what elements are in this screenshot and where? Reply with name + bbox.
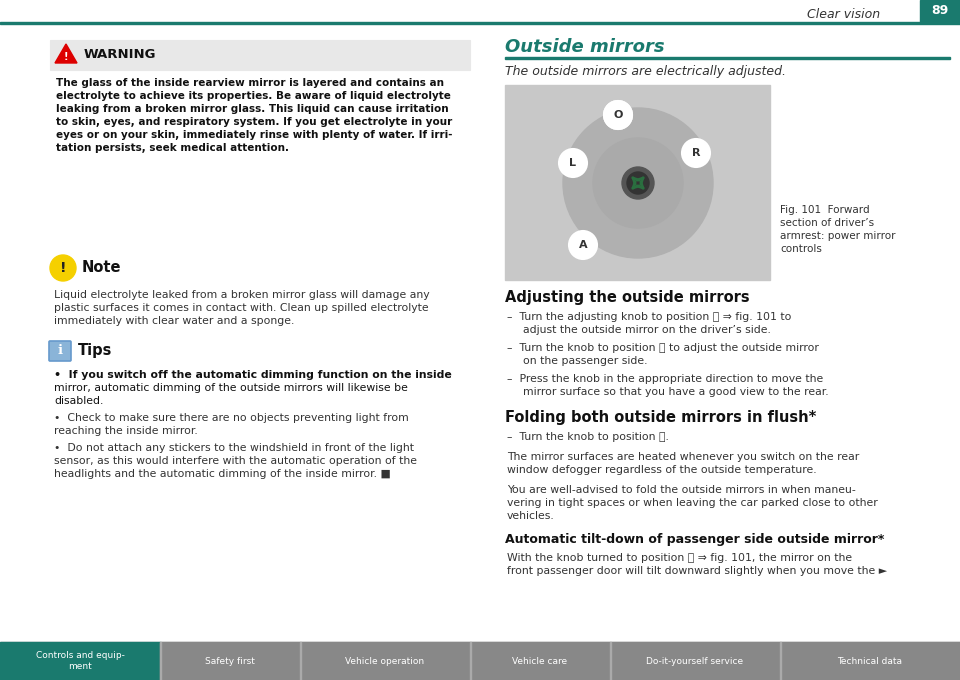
- Text: electrolyte to achieve its properties. Be aware of liquid electrolyte: electrolyte to achieve its properties. B…: [56, 91, 451, 101]
- Text: •  Do not attach any stickers to the windshield in front of the light: • Do not attach any stickers to the wind…: [54, 443, 414, 453]
- Text: WARNING: WARNING: [84, 48, 156, 61]
- Bar: [610, 642, 611, 680]
- Text: Outside mirrors: Outside mirrors: [505, 38, 664, 56]
- Text: Tips: Tips: [78, 343, 112, 358]
- Text: plastic surfaces it comes in contact with. Clean up spilled electrolyte: plastic surfaces it comes in contact wit…: [54, 303, 428, 313]
- Circle shape: [682, 139, 710, 167]
- Text: window defogger regardless of the outside temperature.: window defogger regardless of the outsid…: [507, 465, 817, 475]
- Text: •  If you switch off the automatic dimming function on the inside: • If you switch off the automatic dimmin…: [54, 370, 452, 380]
- Text: Fig. 101  Forward: Fig. 101 Forward: [780, 205, 870, 215]
- Text: leaking from a broken mirror glass. This liquid can cause irritation: leaking from a broken mirror glass. This…: [56, 104, 448, 114]
- Text: Safety first: Safety first: [205, 656, 255, 666]
- Text: Clear vision: Clear vision: [806, 7, 880, 20]
- Text: You are well-advised to fold the outside mirrors in when maneu-: You are well-advised to fold the outside…: [507, 485, 855, 495]
- Text: headlights and the automatic dimming of the inside mirror. ■: headlights and the automatic dimming of …: [54, 469, 391, 479]
- Bar: [300, 642, 470, 680]
- Text: With the knob turned to position Ⓡ ⇒ fig. 101, the mirror on the: With the knob turned to position Ⓡ ⇒ fig…: [507, 553, 852, 563]
- Text: –  Turn the knob to position Ⓡ to adjust the outside mirror: – Turn the knob to position Ⓡ to adjust …: [507, 343, 819, 353]
- Circle shape: [604, 101, 632, 129]
- Text: Automatic tilt-down of passenger side outside mirror*: Automatic tilt-down of passenger side ou…: [505, 533, 884, 546]
- Text: The glass of the inside rearview mirror is layered and contains an: The glass of the inside rearview mirror …: [56, 78, 444, 88]
- Text: Vehicle operation: Vehicle operation: [346, 656, 424, 666]
- Text: mirror surface so that you have a good view to the rear.: mirror surface so that you have a good v…: [523, 387, 828, 397]
- Text: mirror, automatic dimming of the outside mirrors will likewise be: mirror, automatic dimming of the outside…: [54, 383, 408, 393]
- Bar: [780, 642, 960, 680]
- Bar: [470, 642, 471, 680]
- FancyBboxPatch shape: [49, 341, 71, 361]
- Bar: [610, 642, 780, 680]
- Text: O: O: [613, 110, 623, 120]
- Bar: [160, 642, 161, 680]
- Text: immediately with clear water and a sponge.: immediately with clear water and a spong…: [54, 316, 295, 326]
- Text: Liquid electrolyte leaked from a broken mirror glass will damage any: Liquid electrolyte leaked from a broken …: [54, 290, 430, 300]
- Text: disabled.: disabled.: [54, 396, 104, 406]
- Bar: [300, 642, 301, 680]
- Circle shape: [559, 149, 587, 177]
- Text: vering in tight spaces or when leaving the car parked close to other: vering in tight spaces or when leaving t…: [507, 498, 877, 508]
- Text: armrest: power mirror: armrest: power mirror: [780, 231, 896, 241]
- Bar: [0, 642, 160, 680]
- Bar: [50, 40, 470, 230]
- Circle shape: [627, 172, 649, 194]
- Text: eyes or on your skin, immediately rinse with plenty of water. If irri-: eyes or on your skin, immediately rinse …: [56, 130, 452, 140]
- Bar: [505, 85, 770, 280]
- Text: •  Check to make sure there are no objects preventing light from: • Check to make sure there are no object…: [54, 413, 409, 423]
- Bar: [0, 22, 960, 24]
- Text: Folding both outside mirrors in flush*: Folding both outside mirrors in flush*: [505, 410, 816, 425]
- Text: tation persists, seek medical attention.: tation persists, seek medical attention.: [56, 143, 289, 153]
- Text: –  Turn the knob to position Ⓐ.: – Turn the knob to position Ⓐ.: [507, 432, 669, 442]
- Circle shape: [569, 231, 597, 259]
- Text: Technical data: Technical data: [837, 656, 902, 666]
- Circle shape: [622, 167, 654, 199]
- Text: controls: controls: [780, 244, 822, 254]
- Text: A: A: [579, 240, 588, 250]
- Text: Vehicle care: Vehicle care: [513, 656, 567, 666]
- Bar: [780, 642, 781, 680]
- Text: on the passenger side.: on the passenger side.: [523, 356, 647, 366]
- Bar: [50, 40, 470, 70]
- Text: L: L: [569, 158, 577, 168]
- Bar: [470, 642, 610, 680]
- Text: reaching the inside mirror.: reaching the inside mirror.: [54, 426, 198, 436]
- Text: –  Turn the adjusting knob to position Ⓛ ⇒ fig. 101 to: – Turn the adjusting knob to position Ⓛ …: [507, 312, 791, 322]
- Text: i: i: [58, 345, 62, 358]
- Text: front passenger door will tilt downward slightly when you move the ►: front passenger door will tilt downward …: [507, 566, 887, 576]
- Bar: [505, 57, 950, 58]
- Circle shape: [50, 255, 76, 281]
- Text: Note: Note: [82, 260, 122, 275]
- Text: The mirror surfaces are heated whenever you switch on the rear: The mirror surfaces are heated whenever …: [507, 452, 859, 462]
- Text: Controls and equip-
ment: Controls and equip- ment: [36, 651, 125, 670]
- Bar: [920, 0, 960, 22]
- Circle shape: [593, 138, 683, 228]
- Text: vehicles.: vehicles.: [507, 511, 555, 521]
- Text: section of driver’s: section of driver’s: [780, 218, 875, 228]
- Circle shape: [563, 108, 713, 258]
- Text: !: !: [60, 261, 66, 275]
- Text: The outside mirrors are electrically adjusted.: The outside mirrors are electrically adj…: [505, 65, 786, 78]
- Text: R: R: [692, 148, 700, 158]
- Text: sensor, as this would interfere with the automatic operation of the: sensor, as this would interfere with the…: [54, 456, 417, 466]
- Text: !: !: [63, 52, 68, 62]
- Text: –  Press the knob in the appropriate direction to move the: – Press the knob in the appropriate dire…: [507, 374, 824, 384]
- Text: to skin, eyes, and respiratory system. If you get electrolyte in your: to skin, eyes, and respiratory system. I…: [56, 117, 452, 127]
- Text: adjust the outside mirror on the driver’s side.: adjust the outside mirror on the driver’…: [523, 325, 771, 335]
- Text: Adjusting the outside mirrors: Adjusting the outside mirrors: [505, 290, 750, 305]
- Bar: [160, 642, 300, 680]
- Text: 89: 89: [931, 5, 948, 18]
- Text: Do-it-yourself service: Do-it-yourself service: [646, 656, 744, 666]
- Polygon shape: [55, 44, 77, 63]
- Bar: [0, 642, 960, 680]
- Circle shape: [604, 101, 632, 129]
